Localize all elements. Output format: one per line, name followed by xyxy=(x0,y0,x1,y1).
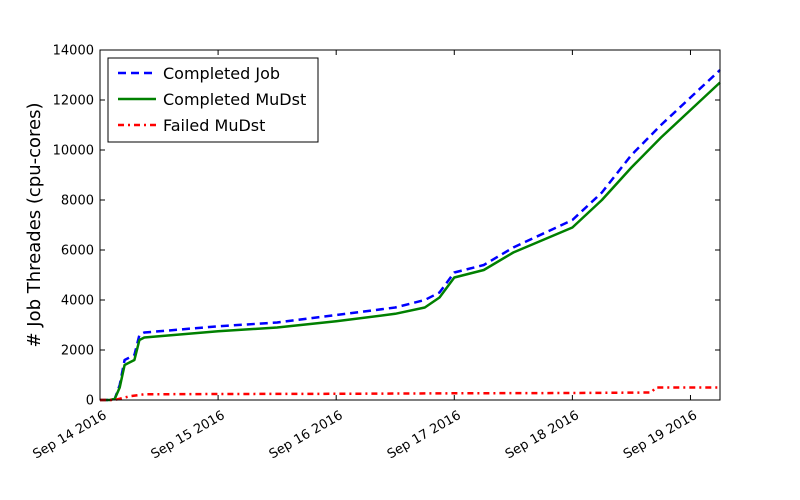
legend-label: Completed Job xyxy=(163,64,280,83)
x-tick-label: Sep 19 2016 xyxy=(621,408,700,462)
plot-frame xyxy=(99,49,721,401)
y-tick-label: 2000 xyxy=(61,344,94,359)
legend-label: Completed MuDst xyxy=(163,90,306,109)
x-tick-label: Sep 18 2016 xyxy=(503,408,582,462)
series-line-completed-job xyxy=(100,69,721,402)
y-tick-label: 4000 xyxy=(61,294,94,309)
y-axis-label: # Job Threades (cpu-cores) xyxy=(24,102,45,347)
y-tick-label: 6000 xyxy=(61,244,94,259)
legend: Completed Job Completed MuDst Failed MuDst xyxy=(107,57,319,143)
x-tick-label: Sep 14 2016 xyxy=(31,408,110,462)
y-tick-label: 14000 xyxy=(53,44,94,59)
x-tick-label: Sep 15 2016 xyxy=(149,408,228,462)
legend-label: Failed MuDst xyxy=(163,116,265,135)
y-tick-label: 8000 xyxy=(61,194,94,209)
y-tick-label: 0 xyxy=(86,394,94,409)
x-tick-label: Sep 17 2016 xyxy=(385,408,464,462)
y-tick-label: 10000 xyxy=(53,144,94,159)
series-line-failed-mudst xyxy=(100,386,720,402)
y-tick-label: 12000 xyxy=(53,94,94,109)
x-tick-label: Sep 16 2016 xyxy=(267,408,346,462)
series-layer xyxy=(100,69,721,402)
series-line-completed-mudst xyxy=(100,81,721,402)
